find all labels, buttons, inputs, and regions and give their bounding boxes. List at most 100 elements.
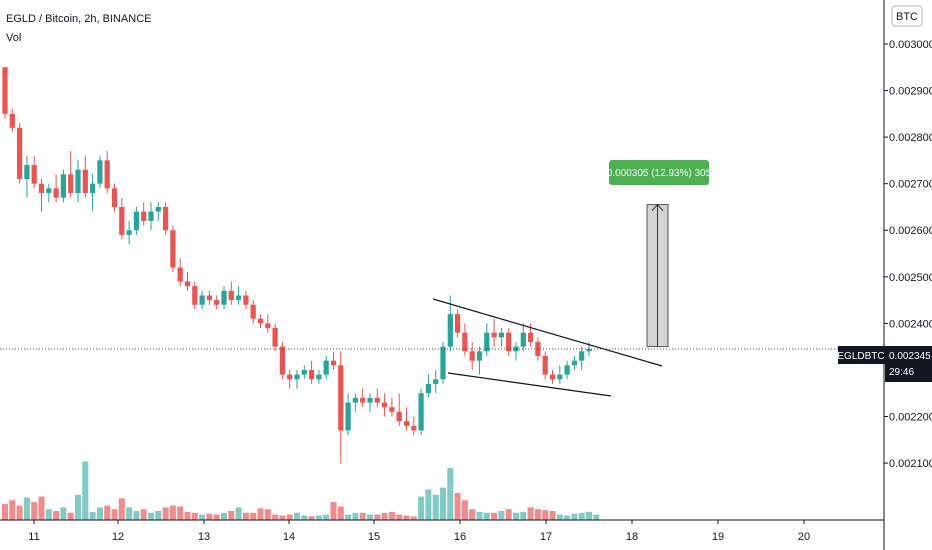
volume-bar xyxy=(337,506,344,520)
candle-body xyxy=(214,300,220,305)
candle-body xyxy=(484,332,490,352)
candle-body xyxy=(557,374,563,380)
candle-body xyxy=(447,314,453,347)
candle-body xyxy=(352,397,358,403)
volume-bar xyxy=(184,511,191,520)
candle-body xyxy=(367,397,373,403)
candle-body xyxy=(104,160,110,189)
volume-bar xyxy=(45,509,52,520)
symbol-tag xyxy=(838,346,885,364)
volume-bar xyxy=(286,514,293,520)
time-tick-label: 12 xyxy=(112,531,124,543)
candle-body xyxy=(360,397,366,403)
candle-body xyxy=(31,165,37,184)
volume-bar xyxy=(564,515,571,520)
volume-bar xyxy=(9,500,16,520)
time-tick-label: 13 xyxy=(198,531,210,543)
price-tag: EGLDBTC 0.002345 29:46 xyxy=(837,346,932,382)
volume-bar xyxy=(330,502,337,520)
candle-body xyxy=(462,332,468,352)
volume-bar xyxy=(104,505,111,520)
volume-bar xyxy=(447,467,454,520)
time-tick-label: 14 xyxy=(283,531,295,543)
volume-bar xyxy=(23,497,30,520)
volume-bar xyxy=(2,503,8,520)
volume-bar xyxy=(228,511,235,520)
candle-body xyxy=(338,365,344,431)
candle-body xyxy=(272,328,278,347)
volume-bar xyxy=(345,514,352,520)
time-tick-label: 20 xyxy=(798,531,810,543)
candle-body xyxy=(192,286,198,305)
candle-body xyxy=(418,393,424,431)
measure-arrowhead xyxy=(651,203,664,211)
candle-body xyxy=(243,295,249,305)
volume-bar xyxy=(315,515,322,520)
candle-body xyxy=(586,348,592,352)
volume-bar xyxy=(367,514,373,520)
candle-body xyxy=(469,351,475,361)
candle-body xyxy=(24,165,30,180)
volume-bar xyxy=(133,511,140,520)
candle-body xyxy=(133,211,139,231)
candle-body xyxy=(316,374,322,380)
volume-bar xyxy=(82,461,89,520)
candle-body xyxy=(119,206,125,235)
volume-bar xyxy=(257,508,264,520)
candle-body xyxy=(38,183,45,193)
candle-body xyxy=(265,323,271,329)
volume-bar xyxy=(469,509,476,520)
time-tick-label: 18 xyxy=(626,531,638,543)
volume-bar xyxy=(301,515,308,520)
volume-bar xyxy=(498,511,505,520)
candle-body xyxy=(498,332,504,338)
volume-bar xyxy=(242,512,249,520)
candle-body xyxy=(170,230,176,268)
candle-body xyxy=(520,332,526,347)
volume-label: Vol xyxy=(6,32,21,44)
candles xyxy=(2,67,592,464)
candle-body xyxy=(374,397,380,403)
volume-bar xyxy=(191,512,198,520)
candle-body xyxy=(228,290,234,301)
volume-bar xyxy=(323,514,330,520)
drawings xyxy=(432,298,663,397)
candle-body xyxy=(571,360,577,366)
measure-tool[interactable]: 0.000305 (12.93%) 305 xyxy=(607,160,712,348)
volume-bar xyxy=(96,507,103,520)
candle-body xyxy=(177,267,183,282)
measure-tag-label: 0.000305 (12.93%) 305 xyxy=(607,168,712,179)
price-tick-label: 0.002100 xyxy=(889,458,932,470)
volume-bar xyxy=(250,512,257,520)
volume-bar xyxy=(177,506,184,520)
currency-badge[interactable] xyxy=(891,5,923,27)
candle-body xyxy=(46,188,52,193)
candle-body xyxy=(82,169,88,193)
candle-body xyxy=(206,295,212,301)
lower-trendline xyxy=(447,372,612,397)
volume-bar xyxy=(410,516,417,520)
volume-bar xyxy=(162,507,169,520)
price-tick-label: 0.002500 xyxy=(889,272,932,284)
candle-body xyxy=(425,383,431,394)
time-tick-label: 17 xyxy=(540,531,552,543)
volume-bar xyxy=(513,512,519,520)
candle-body xyxy=(345,402,351,431)
volume-bar xyxy=(527,507,534,520)
candle-body xyxy=(528,332,534,343)
price-tick-label: 0.002900 xyxy=(889,86,932,98)
candle-body xyxy=(163,206,169,231)
volume-bar xyxy=(89,511,96,520)
volume-bar xyxy=(308,516,315,520)
volume-bars xyxy=(2,461,600,520)
volume-bar xyxy=(586,511,592,520)
candle-body xyxy=(126,230,132,235)
candle-body xyxy=(141,211,147,221)
volume-bar xyxy=(60,507,67,520)
candle-body xyxy=(17,127,23,180)
volume-bar xyxy=(38,496,45,520)
volume-bar xyxy=(75,494,81,520)
measure-tag xyxy=(609,160,709,185)
